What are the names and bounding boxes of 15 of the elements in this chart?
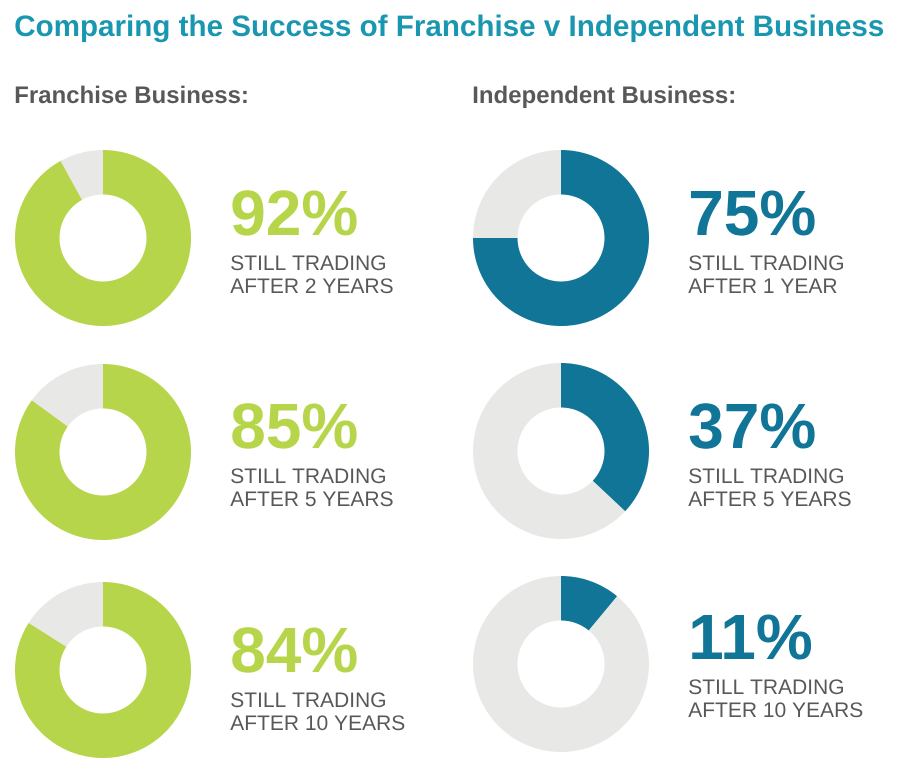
chart-subtitle: Independent Business:: [474, 86, 734, 108]
text: STILL TRADING AFTER 10 YEARS: [230, 692, 404, 730]
text: 92%: [232, 190, 357, 236]
text: STILL TRADING AFTER 1 YEAR: [688, 255, 843, 293]
text: 84%: [232, 627, 357, 673]
text: STILL TRADING AFTER 5 YEARS: [230, 468, 393, 506]
text: STILL TRADING AFTER 10 YEARS: [688, 679, 862, 718]
text: STILL TRADING AFTER 5 YEARS: [688, 468, 851, 506]
text: 11%: [692, 614, 812, 660]
chart-subtitle: Franchise Business:: [16, 86, 247, 104]
text: 75%: [690, 190, 815, 236]
text: 85%: [232, 403, 357, 449]
text: 37%: [690, 403, 815, 449]
text: Comparing the Success of Franchise v Independent Business: [15, 14, 884, 42]
text: STILL TRADING AFTER 2 YEARS: [230, 255, 393, 294]
